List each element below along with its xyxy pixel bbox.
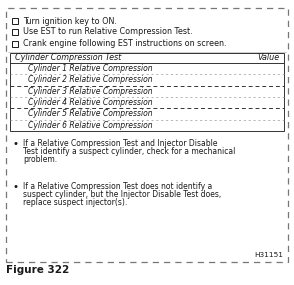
Text: Cylinder 1 Relative Compression: Cylinder 1 Relative Compression — [28, 64, 153, 73]
Bar — [12, 41, 18, 47]
Text: Cylinder 2 Relative Compression: Cylinder 2 Relative Compression — [28, 76, 153, 84]
Bar — [6, 8, 288, 262]
Text: Cylinder 6 Relative Compression: Cylinder 6 Relative Compression — [28, 121, 153, 130]
Text: Turn ignition key to ON.: Turn ignition key to ON. — [23, 17, 117, 25]
Text: If a Relative Compression Test and Injector Disable: If a Relative Compression Test and Injec… — [23, 139, 218, 148]
Text: suspect cylinder, but the Injector Disable Test does,: suspect cylinder, but the Injector Disab… — [23, 190, 221, 199]
Text: Value: Value — [257, 54, 279, 62]
Text: Use EST to run Relative Compression Test.: Use EST to run Relative Compression Test… — [23, 27, 193, 36]
Text: Figure 322: Figure 322 — [6, 265, 69, 275]
Bar — [10, 53, 284, 131]
Text: •: • — [13, 182, 19, 192]
Text: problem.: problem. — [23, 155, 57, 164]
Bar — [12, 29, 18, 35]
Text: Cylinder 3 Relative Compression: Cylinder 3 Relative Compression — [28, 87, 153, 96]
Text: Cylinder 4 Relative Compression: Cylinder 4 Relative Compression — [28, 98, 153, 107]
Text: replace suspect injector(s).: replace suspect injector(s). — [23, 198, 127, 207]
Text: Cylinder 5 Relative Compression: Cylinder 5 Relative Compression — [28, 109, 153, 119]
Text: H31151: H31151 — [254, 252, 283, 258]
Text: Test identify a suspect cylinder, check for a mechanical: Test identify a suspect cylinder, check … — [23, 147, 235, 156]
Text: Cylinder Compression Test: Cylinder Compression Test — [15, 54, 121, 62]
Text: Crank engine following EST instructions on screen.: Crank engine following EST instructions … — [23, 40, 226, 48]
Bar — [12, 18, 18, 24]
Text: •: • — [13, 139, 19, 149]
Text: If a Relative Compression Test does not identify a: If a Relative Compression Test does not … — [23, 182, 212, 191]
